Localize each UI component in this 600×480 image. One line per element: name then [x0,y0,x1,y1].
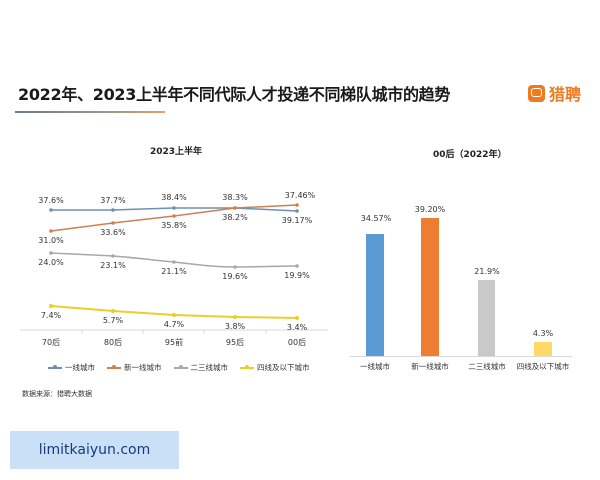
data-label: 3.4% [286,323,308,332]
legend-label: 二三线城市 [190,363,229,372]
bar-chart-axis [350,356,572,357]
line-chart-title: 2023上半年 [150,147,203,157]
data-label: 4.7% [163,320,185,329]
data-label: 24.0% [38,258,64,267]
bar-value-label: 34.57% [360,214,392,223]
bar-category-label: 新一线城市 [411,362,449,371]
legend-label: 四线及以下城市 [257,363,310,372]
liepin-logo: 猎聘 [528,81,581,105]
bar-value-label: 4.3% [532,329,554,338]
legend-item-new-tier1: 新一线城市 [107,362,162,373]
data-label: 5.7% [102,316,124,325]
watermark-link[interactable]: limitkaiyun.com [10,431,179,469]
data-label: 37.6% [38,196,64,205]
data-label: 19.6% [222,272,248,281]
title-underline [15,111,165,113]
bar-chart-title: 00后（2022年） [433,150,507,160]
data-label: 37.7% [100,196,126,205]
data-label: 38.4% [161,193,187,202]
page-title: 2022年、2023上半年不同代际人才投递不同梯队城市的趋势 [18,85,451,104]
bar-value-label: 39.20% [414,205,446,214]
data-source-note: 数据来源：猎聘大数据 [22,390,92,398]
bar-value-label: 21.9% [474,267,500,276]
legend-label: 一线城市 [65,363,95,372]
line-chart-legend: 一线城市 新一线城市 二三线城市 四线及以下城市 [48,362,310,373]
data-label: 19.9% [284,271,310,280]
bar-tier4 [534,342,552,356]
x-axis-label: 95前 [164,338,184,347]
legend-item-tier4: 四线及以下城市 [240,362,310,373]
bar-category-label: 二三线城市 [468,362,506,371]
legend-line-icon [173,365,188,369]
bar-tier23 [478,280,495,356]
x-axis-label: 70后 [41,338,61,347]
data-label: 23.1% [100,261,126,270]
data-label: 3.8% [224,322,246,331]
x-axis-label: 80后 [103,338,123,347]
series-tier4-line [49,304,299,320]
series-new-tier1-line [49,203,299,233]
data-label: 7.4% [40,311,62,320]
bar-category-label: 四线及以下城市 [516,362,570,371]
data-label: 21.1% [161,267,187,276]
liepin-logo-icon [528,84,545,102]
legend-item-tier1: 一线城市 [48,362,95,373]
data-label: 31.0% [38,236,64,245]
data-label: 38.3% [222,193,248,202]
x-axis-label: 95后 [225,338,245,347]
legend-label: 新一线城市 [124,363,162,372]
legend-line-icon [48,365,62,369]
data-label: 35.8% [161,221,187,230]
legend-line-icon [240,365,254,369]
data-label: 33.6% [100,228,126,237]
data-label: 37.46% [284,191,316,200]
legend-item-tier23: 二三线城市 [173,362,229,373]
data-label: 39.17% [281,216,313,225]
series-tier23-line [49,251,299,269]
x-axis-label: 00后 [287,338,307,347]
bar-tier1 [366,234,384,356]
data-label: 38.2% [222,213,248,222]
logo-text: 猎聘 [549,85,582,104]
bar-category-label: 一线城市 [360,362,390,371]
bar-new-tier1 [421,218,439,356]
legend-line-icon [107,365,121,369]
